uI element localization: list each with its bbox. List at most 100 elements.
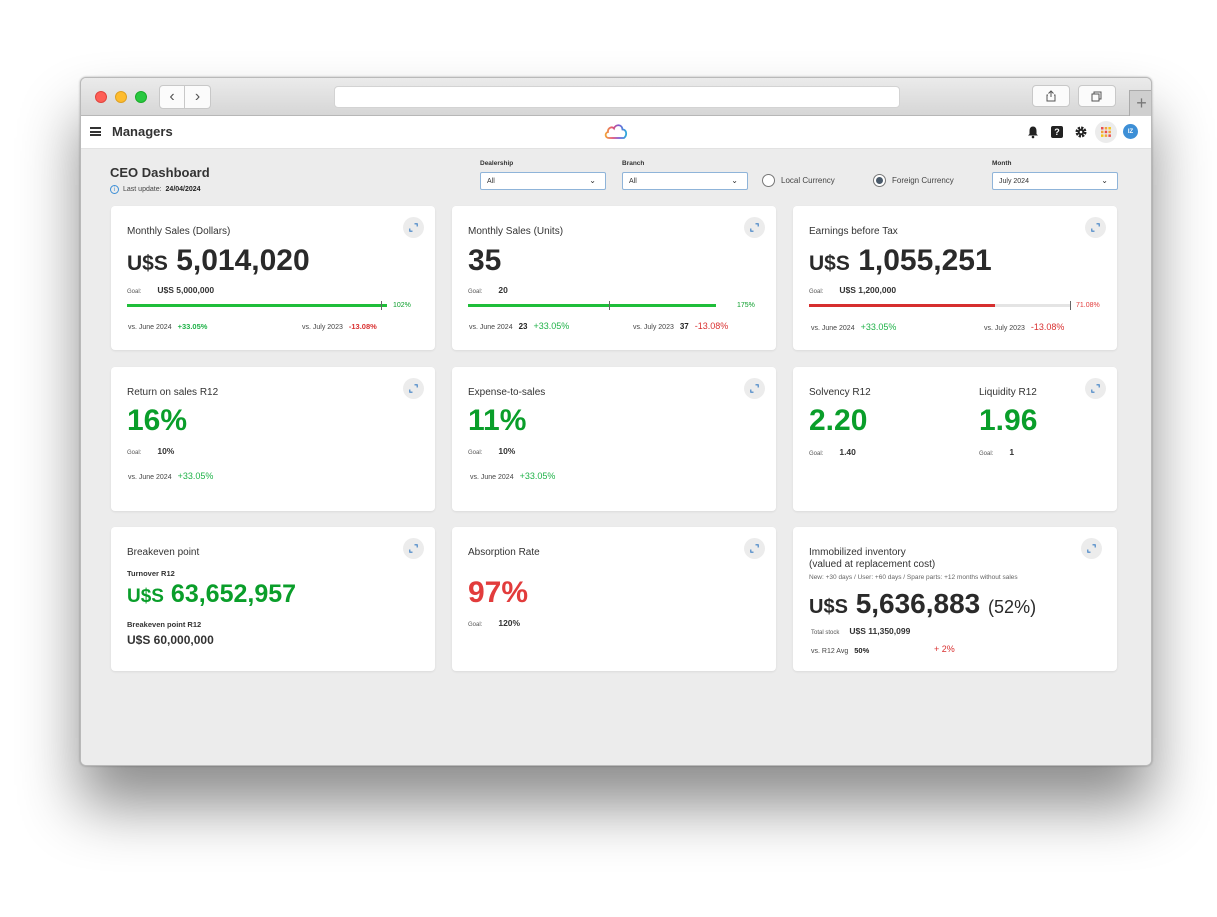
goal-value: U$S 1,200,000	[839, 285, 897, 295]
forward-button[interactable]: ›	[185, 85, 211, 109]
expand-button[interactable]	[744, 378, 765, 399]
progress-percent: 71.08%	[1076, 302, 1100, 309]
last-update: i Last update: 24/04/2024	[110, 185, 201, 194]
chevron-down-icon: ⌄	[589, 176, 596, 185]
menu-icon[interactable]	[90, 127, 101, 136]
comparison-previous-year: vs. July 2023 -13.08%	[302, 322, 377, 331]
tab-overview-button[interactable]	[1078, 85, 1116, 107]
chevron-left-icon: ‹	[169, 88, 175, 105]
goal-value: 1	[1009, 447, 1015, 457]
gear-icon[interactable]	[1074, 125, 1088, 139]
radio-circle	[762, 174, 775, 187]
back-button[interactable]: ‹	[159, 85, 185, 109]
total-stock-label: Total stock	[811, 630, 840, 636]
value-number: 5,014,020	[176, 244, 310, 277]
expand-button[interactable]	[1085, 217, 1106, 238]
cloud-logo-icon	[603, 121, 629, 146]
bell-icon[interactable]	[1026, 125, 1040, 139]
goal-label: Goal:	[809, 289, 824, 295]
goal-label: Goal:	[127, 289, 142, 295]
total-stock-row: Total stock U$S 11,350,099	[811, 626, 910, 636]
zoom-window-button[interactable]	[135, 91, 147, 103]
title-line-2: (valued at replacement cost)	[809, 559, 936, 570]
goal-label: Goal:	[979, 451, 994, 457]
apps-grid-icon[interactable]	[1095, 121, 1117, 143]
help-icon[interactable]: ?	[1051, 126, 1063, 138]
liquidity-value: 1.96	[979, 404, 1038, 437]
goal-value: 120%	[498, 618, 521, 628]
comparison-previous-month: vs. June 2024 +33.05%	[470, 471, 555, 481]
card-solvency-liquidity: Solvency R12 2.20 Goal: 1.40 Liquidity R1…	[793, 367, 1117, 511]
month-select[interactable]: July 2024 ⌄	[992, 172, 1118, 190]
share-button[interactable]	[1032, 85, 1070, 107]
card-immobilized-inventory: Immobilized inventory (valued at replacem…	[793, 527, 1117, 671]
card-monthly-sales-dollars: Monthly Sales (Dollars) U$S 5,014,020 Go…	[111, 206, 435, 350]
plus-icon: +	[1136, 93, 1147, 113]
tabs-icon	[1091, 91, 1102, 101]
chevron-down-icon: ⌄	[731, 176, 738, 185]
title-line-1: Immobilized inventory	[809, 547, 906, 558]
dealership-select[interactable]: All ⌄	[480, 172, 606, 190]
expand-icon	[409, 223, 418, 232]
comparison-delta: +33.05%	[177, 471, 214, 481]
comparison-label: vs. June 2024	[469, 324, 513, 331]
progress-fill	[468, 304, 716, 307]
currency-symbol: U$S	[809, 596, 848, 618]
expand-button[interactable]	[403, 217, 424, 238]
value-number: 1,055,251	[858, 244, 992, 277]
card-value: 11%	[468, 404, 527, 437]
expand-button[interactable]	[403, 378, 424, 399]
card-title: Monthly Sales (Dollars)	[127, 226, 231, 237]
progress-bar	[809, 301, 1071, 310]
goal-value: 20	[498, 285, 508, 295]
comparison-previous-year: vs. July 2023 37 -13.08%	[633, 321, 728, 331]
comparison-delta: +33.05%	[533, 321, 570, 331]
card-title: Expense-to-sales	[468, 387, 546, 398]
month-value: July 2024	[999, 178, 1029, 185]
comparison-label: vs. July 2023	[984, 325, 1025, 332]
expand-icon	[409, 384, 418, 393]
comparison-previous-month: vs. June 2024 +33.05%	[128, 471, 213, 481]
goal-value: 10%	[498, 446, 516, 456]
goal-label: Goal:	[809, 451, 824, 457]
card-value: U$S 5,014,020	[127, 246, 310, 276]
card-return-on-sales: Return on sales R12 16% Goal: 10% vs. Jun…	[111, 367, 435, 511]
expand-button[interactable]	[1081, 538, 1102, 559]
expand-button[interactable]	[403, 538, 424, 559]
expand-button[interactable]	[1085, 378, 1106, 399]
local-currency-radio[interactable]: Local Currency	[762, 174, 835, 187]
minimize-window-button[interactable]	[115, 91, 127, 103]
card-value: 97%	[468, 576, 529, 609]
comparison-label: vs. R12 Avg	[811, 648, 849, 655]
last-update-label: Last update:	[123, 186, 162, 193]
goal-row: Goal: 10%	[468, 446, 515, 456]
goal-row: Goal: U$S 5,000,000	[127, 285, 214, 295]
comparison-previous-month: vs. June 2024 +33.05%	[128, 322, 207, 331]
comparison-delta: +33.05%	[177, 322, 208, 331]
card-value: 35	[468, 244, 502, 277]
address-bar[interactable]	[334, 86, 900, 108]
branch-label: Branch	[622, 160, 645, 167]
comparison-value: 50%	[854, 646, 870, 655]
foreign-currency-radio[interactable]: Foreign Currency	[873, 174, 954, 187]
branch-select[interactable]: All ⌄	[622, 172, 748, 190]
comparison-delta: + 2%	[934, 644, 955, 654]
month-label: Month	[992, 160, 1012, 167]
expand-button[interactable]	[744, 538, 765, 559]
expand-icon	[1091, 384, 1100, 393]
expand-button[interactable]	[744, 217, 765, 238]
new-tab-button[interactable]: +	[1129, 90, 1151, 116]
progress-bar	[468, 301, 716, 310]
expand-icon	[1091, 223, 1100, 232]
goal-row: Goal: U$S 1,200,000	[809, 285, 896, 295]
progress-bar	[127, 301, 387, 310]
info-icon: i	[110, 185, 119, 194]
expand-icon	[409, 544, 418, 553]
card-earnings-before-tax: Earnings before Tax U$S 1,055,251 Goal: U…	[793, 206, 1117, 350]
solvency-goal-row: Goal: 1.40	[809, 447, 856, 457]
close-window-button[interactable]	[95, 91, 107, 103]
currency-symbol: U$S	[809, 252, 850, 275]
browser-window: ‹ › + Managers ? IZ	[80, 77, 1152, 766]
goal-marker	[1070, 301, 1071, 310]
user-avatar[interactable]: IZ	[1123, 124, 1138, 139]
